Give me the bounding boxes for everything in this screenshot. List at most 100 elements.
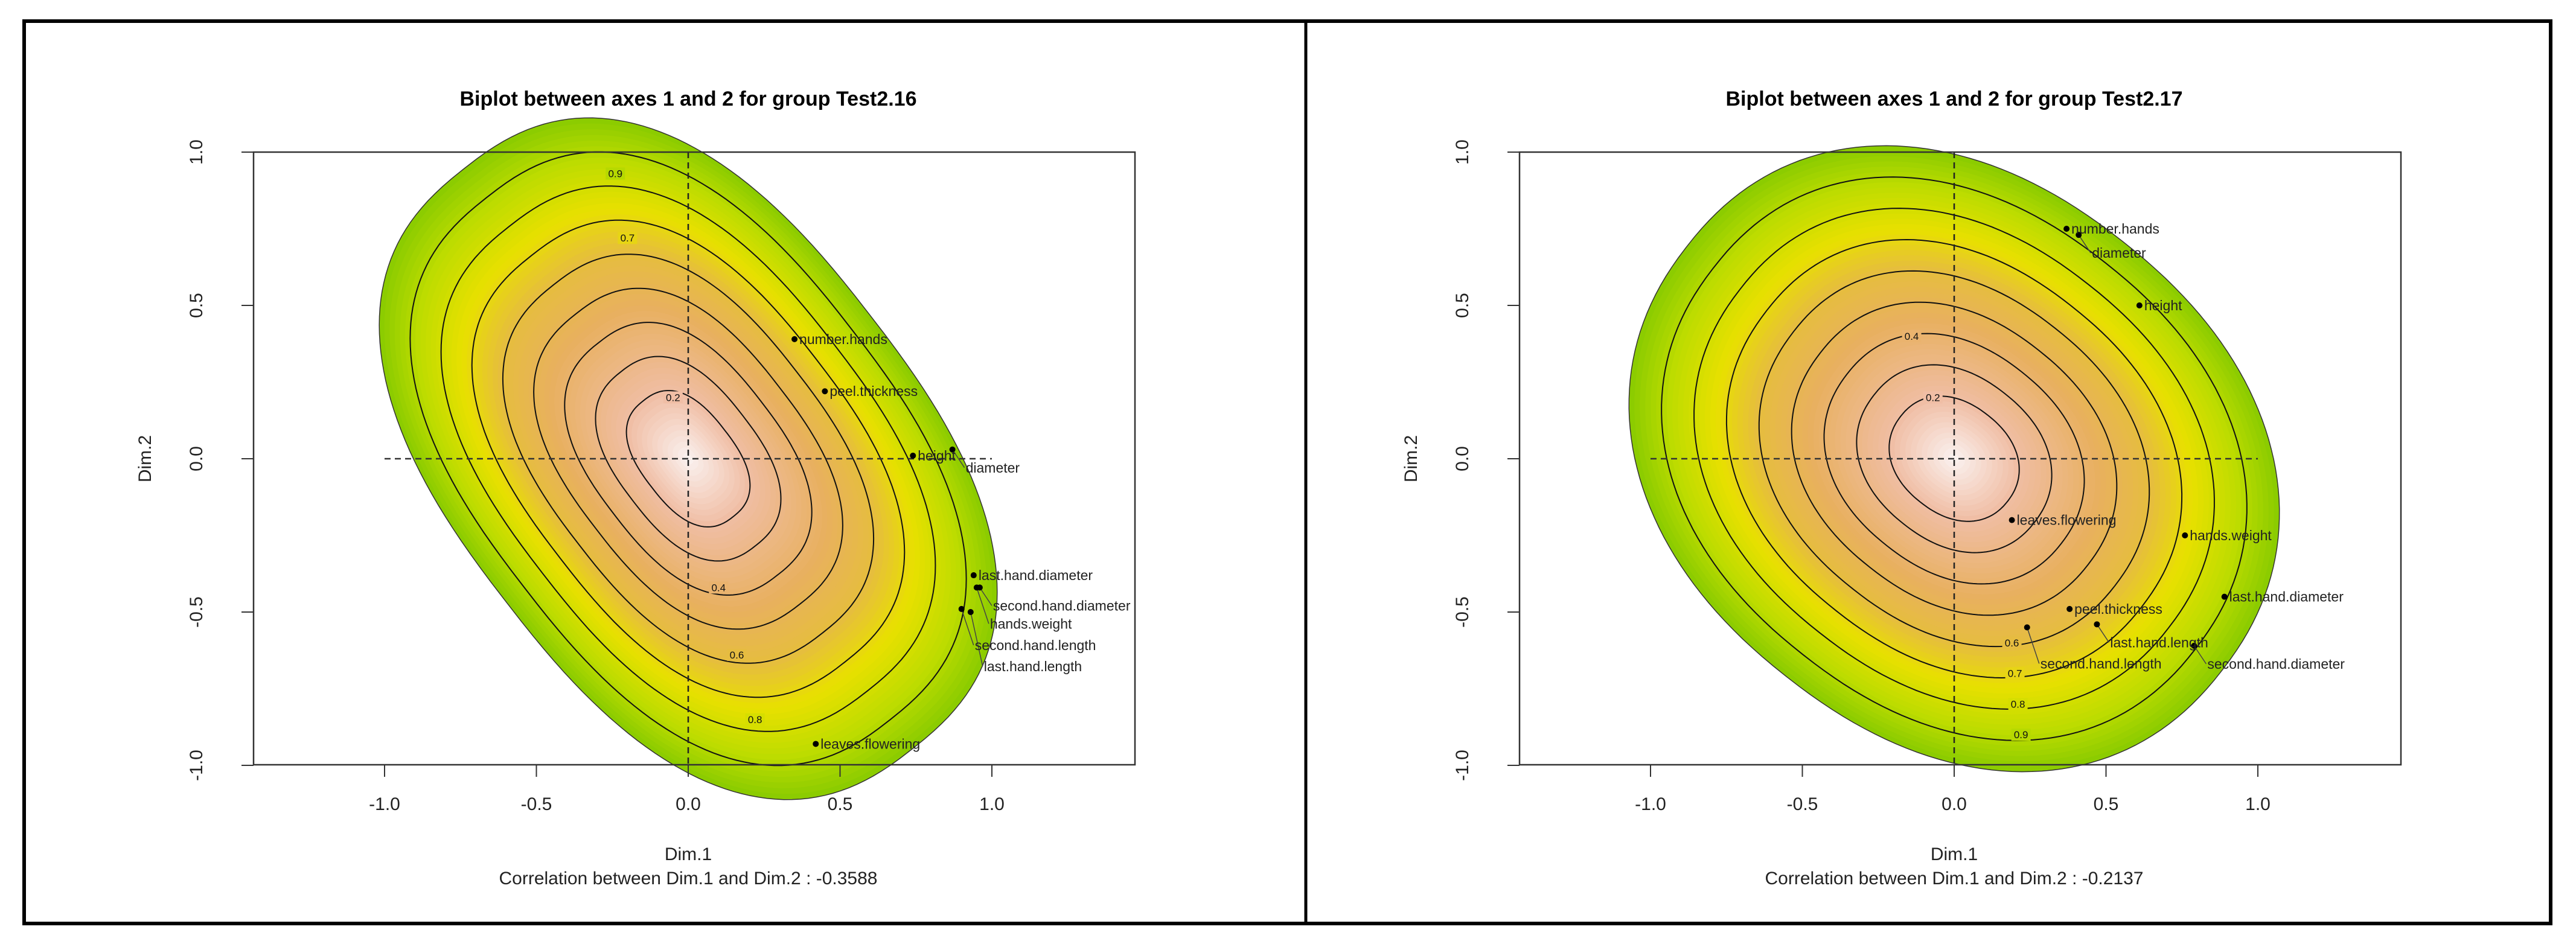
x-tick-label: 1.0 (2245, 794, 2271, 814)
contour-label: 0.4 (711, 582, 726, 593)
y-tick-label: -0.5 (187, 596, 206, 628)
variable-label: second.hand.diameter (2207, 656, 2345, 672)
variable-point (949, 446, 956, 453)
label-leaders (951, 449, 992, 667)
x-tick-label: 0.0 (676, 794, 701, 814)
contour-line (595, 356, 782, 562)
variable-point (2066, 605, 2073, 612)
variable-point (2221, 593, 2228, 600)
contour-line (1661, 176, 2248, 741)
x-tick-label: 1.0 (979, 794, 1005, 814)
biplot-panel-test2-16: 0.9 0.7 0.2 0.4 0.6 0.8 -1.0 -0.5 0.0 0.5 1.0 -1.0 -… (135, 88, 1136, 888)
contour-label: 0.6 (730, 649, 744, 661)
variable-point (2024, 624, 2030, 631)
contour-label: 0.4 (1905, 331, 1919, 342)
figure-frame (22, 19, 2552, 925)
contour-line (471, 219, 906, 698)
y-tick-label: 1.0 (187, 139, 206, 165)
contour-label-bg (606, 167, 625, 180)
contour-line (409, 151, 967, 767)
variable-label: diameter (966, 460, 1020, 476)
contour-label-bg (2002, 636, 2022, 649)
y-tick-label: -1.0 (1453, 750, 1472, 781)
contour-label-bg (618, 232, 638, 244)
y-tick-label: 1.0 (1453, 139, 1472, 165)
biplot-panel-test2-17: 0.4 0.2 0.6 0.7 0.8 0.9 -1.0 -0.5 0.0 0.5 1.0 -1.0 -… (1401, 88, 2402, 888)
contour-label-bg (745, 713, 765, 726)
contour-label: 0.7 (2008, 668, 2022, 680)
variable-point (2076, 232, 2082, 238)
contour-label-bg (727, 649, 747, 662)
variable-label: number.hands (2071, 221, 2159, 237)
y-tick-label: -0.5 (1453, 596, 1472, 628)
x-tick-label: -0.5 (521, 794, 552, 814)
y-tick-label: 0.0 (1453, 446, 1472, 471)
variable-label: second.hand.length (2041, 656, 2162, 671)
x-tick-label: -1.0 (369, 794, 400, 814)
variable-point (967, 609, 974, 615)
label-leader-line (960, 608, 974, 646)
correlation-subtitle: Correlation between Dim.1 and Dim.2 : -0… (1765, 869, 2144, 888)
variable-label: second.hand.diameter (993, 598, 1131, 613)
label-leader-line (2078, 234, 2091, 254)
contour-line (1791, 301, 2118, 616)
variable-label: diameter (2092, 245, 2146, 261)
variable-label: leaves.flowering (2017, 512, 2117, 528)
contour-label: 0.8 (2011, 698, 2025, 710)
contour-label: 0.7 (621, 232, 635, 244)
contour-label-bg (663, 391, 683, 404)
variable-point (813, 741, 819, 747)
label-leader-line (951, 449, 965, 468)
variable-point (2191, 642, 2197, 649)
variable-point (973, 584, 980, 591)
contour-line (1823, 333, 2085, 585)
variable-label: last.hand.length (984, 659, 1082, 674)
chart-title: Biplot between axes 1 and 2 for group Te… (460, 88, 917, 110)
contour-line (502, 254, 875, 664)
label-leader-line (2193, 645, 2207, 665)
label-leaders (2027, 234, 2207, 665)
contour-label-bg (2005, 667, 2025, 680)
variable-label: last.hand.diameter (979, 567, 1093, 583)
label-leader-line (2096, 624, 2110, 643)
x-tick-label: 0.0 (1942, 794, 1967, 814)
contour-line (1758, 270, 2150, 648)
correlation-subtitle: Correlation between Dim.1 and Dim.2 : -0… (499, 869, 878, 888)
contour-label: 0.9 (608, 168, 622, 180)
variable-label: last.hand.length (2110, 634, 2208, 650)
variable-label: hands.weight (2190, 528, 2272, 543)
variable-point (2182, 532, 2188, 538)
contour-line (1693, 208, 2215, 710)
variable-label: leaves.flowering (820, 736, 920, 751)
variable-label: peel.thickness (2074, 601, 2162, 617)
contour-line (1888, 395, 2020, 522)
x-tick-label: 0.5 (828, 794, 853, 814)
variable-label: height (918, 448, 956, 464)
contour-line (1856, 364, 2053, 553)
density-boundary (1628, 145, 2280, 773)
contour-line (1725, 238, 2183, 679)
density-boundary (379, 117, 998, 800)
x-tick-label: -0.5 (1787, 794, 1818, 814)
contour-label-bg (2008, 698, 2028, 710)
label-leader-line (976, 587, 989, 624)
contour-label: 0.9 (2014, 729, 2028, 741)
contour-label: 0.8 (748, 714, 762, 726)
variable-label: last.hand.diameter (2229, 589, 2344, 605)
y-tick-label: 0.0 (187, 446, 206, 471)
label-leader-line (970, 611, 983, 667)
variable-point (791, 336, 798, 342)
label-leader-line (2027, 627, 2040, 664)
variable-point (910, 452, 916, 459)
variable-point (2094, 621, 2100, 628)
contour-label-bg (709, 581, 729, 594)
y-tick-label: -1.0 (187, 750, 206, 781)
y-axis-label: Dim.2 (135, 435, 155, 482)
variable-point (2063, 226, 2070, 232)
variable-point (2009, 517, 2015, 523)
x-tick-label: -1.0 (1635, 794, 1666, 814)
y-tick-label: 0.5 (187, 293, 206, 318)
variable-point (822, 388, 828, 395)
variable-label: hands.weight (990, 616, 1072, 631)
